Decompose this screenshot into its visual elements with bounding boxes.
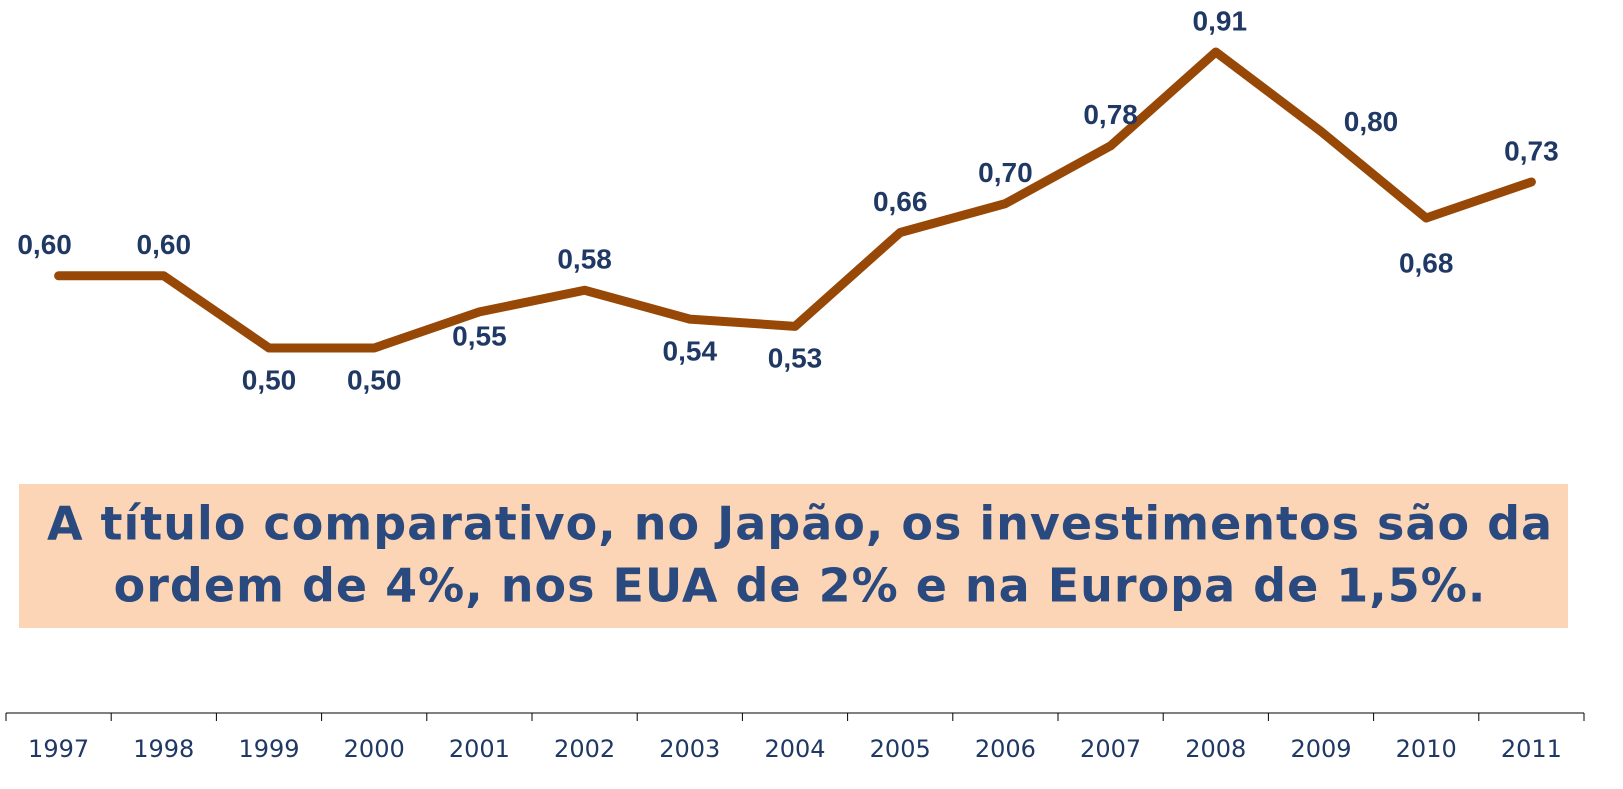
x-tick-label: 1999: [238, 735, 299, 763]
annotation-line: ordem de 4%, nos EUA de 2% e na Europa d…: [114, 559, 1487, 613]
value-label: 0,60: [137, 229, 192, 260]
x-tick-label: 1997: [28, 735, 89, 763]
x-tick-label: 2009: [1290, 735, 1351, 763]
value-label: 0,78: [1083, 99, 1138, 130]
value-label: 0,55: [452, 320, 507, 351]
value-label: 0,91: [1193, 5, 1248, 36]
x-tick-label: 2006: [975, 735, 1036, 763]
x-tick-label: 2010: [1396, 735, 1457, 763]
x-tick-label: 2003: [659, 735, 720, 763]
value-label: 0,60: [17, 229, 72, 260]
value-label: 0,73: [1504, 135, 1559, 166]
value-label: 0,53: [768, 343, 823, 374]
line: [54, 47, 1536, 353]
annotation-line: A título comparativo, no Japão, os inves…: [47, 497, 1553, 551]
x-tick-label: 2008: [1185, 735, 1246, 763]
value-label: 0,70: [978, 157, 1033, 188]
value-label: 0,68: [1399, 247, 1454, 278]
x-tick-label: 2004: [764, 735, 825, 763]
x-tick-label: 2001: [449, 735, 510, 763]
x-tick-label: 2002: [554, 735, 615, 763]
x-tick-label: 2011: [1501, 735, 1562, 763]
annotation-box: [19, 484, 1568, 628]
value-label: 0,54: [663, 336, 718, 367]
x-tick-label: 1998: [133, 735, 194, 763]
value-label: 0,58: [557, 244, 612, 275]
value-label: 0,66: [873, 186, 928, 217]
value-label: 0,50: [242, 364, 297, 395]
x-tick-label: 2000: [344, 735, 405, 763]
value-label: 0,50: [347, 364, 402, 395]
value-label: 0,80: [1344, 106, 1399, 137]
x-tick-label: 2007: [1080, 735, 1141, 763]
x-tick-label: 2005: [870, 735, 931, 763]
